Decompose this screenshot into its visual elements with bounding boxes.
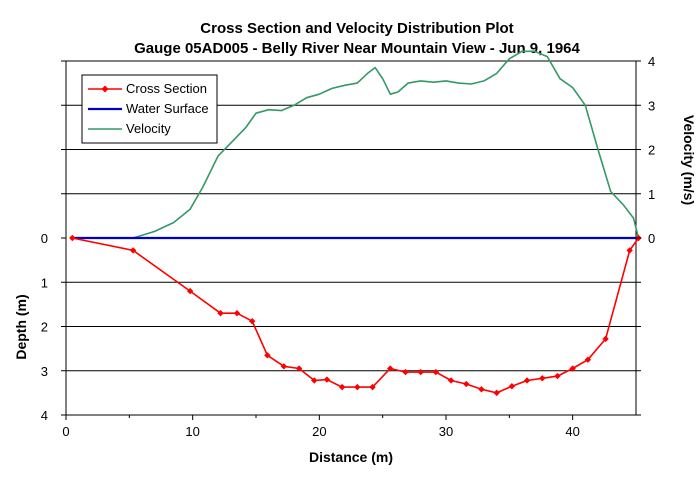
x-tick-label: 0: [62, 424, 69, 439]
data-point-cross-section: [569, 365, 576, 372]
data-point-cross-section: [417, 368, 424, 376]
series-layer: [69, 50, 642, 397]
velocity-tick-label: 4: [648, 54, 655, 69]
legend-label-velocity: Velocity: [126, 121, 171, 136]
x-tick-label: 20: [312, 424, 326, 439]
depth-tick-label: 3: [41, 364, 48, 379]
data-point-cross-section: [539, 375, 546, 382]
y-axis-label-right: Velocity (m/s): [681, 115, 697, 205]
data-point-cross-section: [369, 383, 376, 391]
data-point-cross-section: [295, 365, 303, 372]
legend-label-water-surface: Water Surface: [126, 101, 209, 116]
series-line-velocity: [132, 50, 640, 239]
data-point-cross-section: [249, 317, 256, 325]
depth-tick-label: 4: [41, 408, 48, 423]
velocity-tick-label: 0: [648, 231, 655, 246]
data-point-cross-section: [402, 368, 409, 376]
data-point-cross-section: [217, 310, 224, 317]
chart-subtitle: Gauge 05AD005 - Belly River Near Mountai…: [134, 40, 580, 57]
data-point-cross-section: [354, 383, 361, 391]
legend-label-cross-section: Cross Section: [126, 81, 207, 96]
legend-marker-cross-section: [101, 85, 109, 93]
x-tick-label: 40: [565, 424, 579, 439]
depth-tick-label: 1: [41, 275, 48, 290]
data-point-cross-section: [493, 389, 500, 397]
velocity-tick-label: 2: [648, 143, 655, 158]
legend: Cross Section Water Surface Velocity: [81, 74, 218, 144]
data-point-cross-section: [523, 377, 531, 384]
data-point-cross-section: [69, 234, 76, 242]
data-point-cross-section: [264, 352, 271, 359]
x-tick-label: 10: [185, 424, 199, 439]
x-tick-label: 30: [439, 424, 453, 439]
data-point-cross-section: [463, 380, 470, 388]
velocity-tick-label: 3: [648, 98, 655, 113]
data-point-cross-section: [338, 383, 346, 391]
data-point-cross-section: [478, 386, 485, 393]
data-point-cross-section: [584, 356, 592, 363]
data-point-cross-section: [508, 383, 516, 390]
data-point-cross-section: [432, 368, 440, 376]
data-point-cross-section: [602, 335, 609, 343]
x-axis-label: Distance (m): [309, 449, 393, 465]
data-point-cross-section: [447, 377, 455, 384]
data-point-cross-section: [233, 310, 241, 317]
data-point-cross-section: [626, 247, 633, 254]
depth-tick-label: 2: [41, 320, 48, 335]
data-point-cross-section: [323, 376, 331, 383]
data-point-cross-section: [554, 372, 561, 380]
series-line-cross-section: [72, 237, 640, 394]
data-point-cross-section: [280, 363, 288, 370]
depth-tick-label: 0: [41, 231, 48, 246]
data-point-cross-section: [387, 365, 394, 372]
chart-title: Cross Section and Velocity Distribution …: [200, 20, 513, 37]
data-point-cross-section: [311, 377, 318, 384]
data-point-cross-section: [129, 247, 137, 254]
data-point-cross-section: [186, 287, 194, 295]
velocity-tick-label: 1: [648, 187, 655, 202]
y-axis-label-left: Depth (m): [13, 294, 29, 359]
